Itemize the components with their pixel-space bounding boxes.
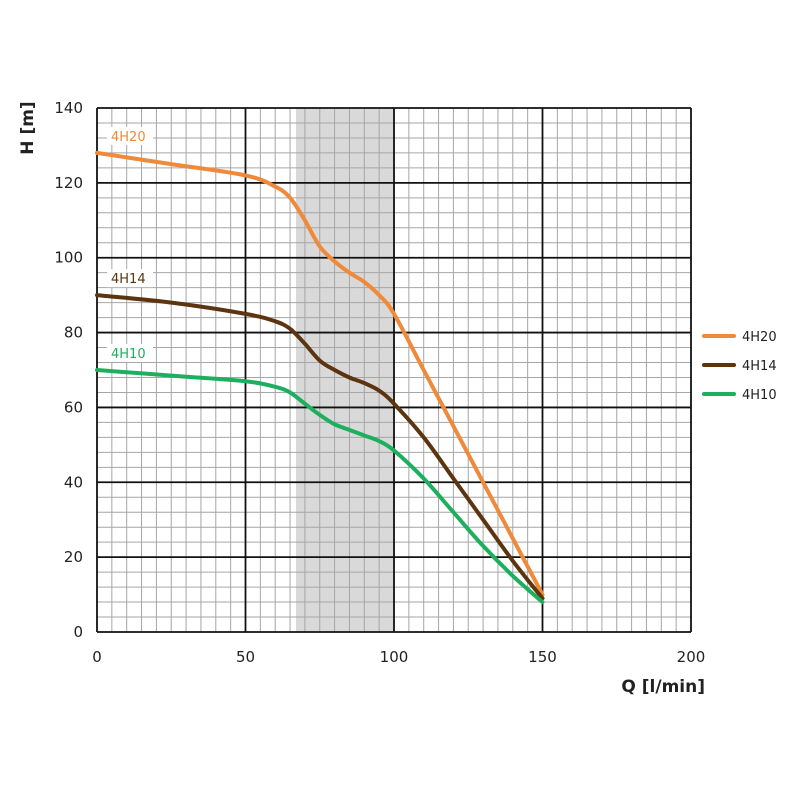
legend-label-4h14: 4H14 xyxy=(742,359,777,374)
y-tick-label: 40 xyxy=(64,473,83,491)
x-tick-label: 0 xyxy=(92,648,102,666)
x-tick-label: 200 xyxy=(677,648,706,666)
series-label-bg xyxy=(107,126,153,145)
tick-label-layer: 0 50 100 150 200 0 20 40 60 80 100 120 140 xyxy=(54,99,705,666)
series-label-layer: 4H20 4H14 4H10 xyxy=(107,126,153,362)
series-label-4h10: 4H10 xyxy=(111,347,146,362)
grid-layer xyxy=(96,107,692,633)
legend: 4H20 4H14 4H10 xyxy=(702,330,777,403)
y-tick-label: 140 xyxy=(54,99,83,117)
y-tick-label: 80 xyxy=(64,324,83,342)
series-label-bg xyxy=(107,269,153,288)
x-tick-label: 150 xyxy=(528,648,557,666)
y-tick-label: 60 xyxy=(64,398,83,416)
operating-range-band xyxy=(295,108,394,632)
series-line-4h20 xyxy=(95,150,545,597)
series-label-bg xyxy=(107,344,153,362)
series-label-4h20: 4H20 xyxy=(111,130,146,145)
x-tick-label: 50 xyxy=(236,648,255,666)
y-tick-label: 120 xyxy=(54,174,83,192)
series-line-4h14 xyxy=(95,293,545,601)
y-tick-label: 0 xyxy=(73,623,83,641)
y-tick-label: 20 xyxy=(64,548,83,566)
series-layer xyxy=(95,150,545,605)
series-label-4h14: 4H14 xyxy=(111,272,146,287)
x-axis-title: Q [l/min] xyxy=(621,677,705,697)
legend-label-4h20: 4H20 xyxy=(742,330,777,345)
series-line-4h10 xyxy=(95,368,545,605)
highlight-band-layer xyxy=(295,108,394,632)
y-tick-label: 100 xyxy=(54,249,83,267)
legend-label-4h10: 4H10 xyxy=(742,388,777,403)
x-tick-label: 100 xyxy=(380,648,409,666)
y-axis-title: H [m] xyxy=(18,101,38,154)
